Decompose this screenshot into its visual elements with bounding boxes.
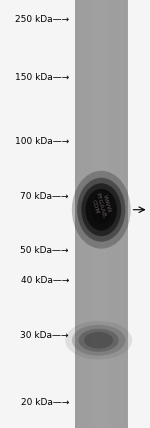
Ellipse shape — [91, 196, 112, 223]
Bar — [110, 0, 112, 428]
Text: 70 kDa—→: 70 kDa—→ — [21, 192, 69, 202]
Text: 100 kDa—→: 100 kDa—→ — [15, 137, 69, 146]
Bar — [78, 0, 79, 428]
Bar — [82, 0, 83, 428]
Text: 150 kDa—→: 150 kDa—→ — [15, 72, 69, 82]
Bar — [126, 0, 127, 428]
Bar — [103, 0, 104, 428]
Bar — [121, 0, 122, 428]
Text: 20 kDa—→: 20 kDa—→ — [21, 398, 69, 407]
Bar — [92, 0, 93, 428]
Bar — [106, 0, 108, 428]
Text: 30 kDa—→: 30 kDa—→ — [21, 331, 69, 341]
Bar — [89, 0, 91, 428]
Ellipse shape — [84, 332, 113, 348]
Bar — [97, 0, 99, 428]
Bar — [124, 0, 125, 428]
Bar — [113, 0, 114, 428]
Bar — [125, 0, 126, 428]
Text: 250 kDa—→: 250 kDa—→ — [15, 15, 69, 24]
Bar — [88, 0, 89, 428]
Bar — [105, 0, 106, 428]
Ellipse shape — [72, 171, 131, 249]
Text: 40 kDa—→: 40 kDa—→ — [21, 276, 69, 285]
Bar — [84, 0, 85, 428]
Ellipse shape — [65, 321, 132, 360]
Bar — [75, 0, 76, 428]
Bar — [120, 0, 121, 428]
Bar — [91, 0, 92, 428]
Bar — [117, 0, 118, 428]
Bar — [95, 0, 96, 428]
Bar — [85, 0, 87, 428]
Bar — [100, 0, 101, 428]
Ellipse shape — [85, 189, 117, 231]
Bar — [116, 0, 117, 428]
Bar — [76, 0, 78, 428]
Bar — [104, 0, 105, 428]
Bar — [118, 0, 120, 428]
Text: WWW.
PTGAAB.
COM: WWW. PTGAAB. COM — [88, 190, 112, 221]
Ellipse shape — [77, 178, 125, 242]
Bar — [122, 0, 124, 428]
Ellipse shape — [79, 329, 119, 352]
Bar — [79, 0, 80, 428]
Bar — [83, 0, 84, 428]
Bar — [114, 0, 116, 428]
Bar — [99, 0, 100, 428]
Text: 50 kDa—→: 50 kDa—→ — [21, 246, 69, 255]
Bar — [96, 0, 97, 428]
Bar — [80, 0, 82, 428]
Ellipse shape — [81, 183, 121, 236]
Bar — [87, 0, 88, 428]
Bar — [93, 0, 95, 428]
Bar — [109, 0, 110, 428]
Bar — [112, 0, 113, 428]
Bar — [101, 0, 103, 428]
Bar — [75, 0, 128, 428]
Ellipse shape — [72, 325, 125, 356]
Bar — [108, 0, 109, 428]
